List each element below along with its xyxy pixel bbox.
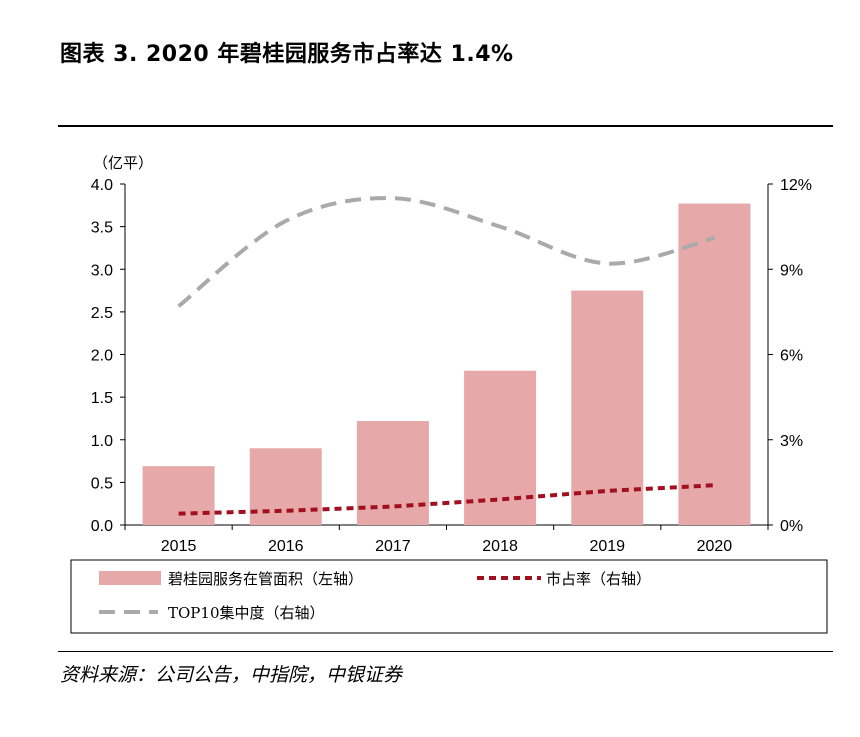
y-right-tick-label: 0% [780, 518, 803, 535]
top10-concentration-line [177, 196, 715, 308]
bar-2017 [356, 420, 429, 525]
x-tick-label: 2019 [589, 538, 625, 555]
y-left-tick-label: 0.0 [91, 518, 113, 535]
x-tick-label: 2016 [268, 538, 304, 555]
source-note: 资料来源：公司公告，中指院，中银证券 [60, 664, 403, 686]
legend: 碧桂园服务在管面积（左轴） 市占率（右轴） TOP10集中度（右轴） [70, 559, 828, 634]
axes: 0.0 0.5 1.0 1.5 2.0 2.5 3.0 3.5 4.0 （亿平） 0% 3% 6% 9% 1… [91, 154, 812, 555]
y-right-tick-label: 12% [780, 177, 812, 194]
y-right-tick-label: 6% [780, 348, 803, 365]
bar-2015 [142, 466, 215, 525]
y-left-tick-label: 1.0 [91, 433, 113, 450]
bar-2016 [249, 448, 322, 525]
legend-label-market-share: 市占率（右轴） [546, 570, 651, 588]
chart: 0.0 0.5 1.0 1.5 2.0 2.5 3.0 3.5 4.0 （亿平） 0% 3% 6% 9% 1… [70, 154, 828, 634]
y-left-tick-label: 3.5 [91, 220, 113, 237]
legend-box [70, 559, 828, 634]
x-tick-label: 2020 [697, 538, 733, 555]
x-tick-label: 2017 [375, 538, 411, 555]
bar-2019 [571, 290, 644, 525]
bar-2018 [464, 370, 537, 525]
y-left-tick-label: 2.0 [91, 348, 113, 365]
legend-swatch-bar [99, 571, 161, 585]
y-right-tick-label: 3% [780, 433, 803, 450]
y-left-tick-label: 2.5 [91, 305, 113, 322]
x-tick-label: 2018 [482, 538, 518, 555]
y-left-tick-label: 3.0 [91, 262, 113, 279]
bar-2020 [678, 203, 751, 526]
bars [142, 203, 751, 526]
y-right-tick-label: 9% [780, 262, 803, 279]
legend-label-top10: TOP10集中度（右轴） [168, 604, 324, 622]
bottom-rule [58, 651, 833, 652]
chart-title: 图表 3. 2020 年碧桂园服务市占率达 1.4% [60, 42, 514, 67]
market-share-line [178, 483, 715, 516]
y-left-tick-label: 0.5 [91, 475, 113, 492]
top-rule [58, 125, 833, 127]
x-tick-label: 2015 [161, 538, 197, 555]
lines [177, 196, 715, 516]
legend-label-bar: 碧桂园服务在管面积（左轴） [168, 570, 363, 588]
y-left-tick-label: 1.5 [91, 390, 113, 407]
y-left-unit-label: （亿平） [93, 154, 153, 172]
y-left-tick-label: 4.0 [91, 177, 113, 194]
